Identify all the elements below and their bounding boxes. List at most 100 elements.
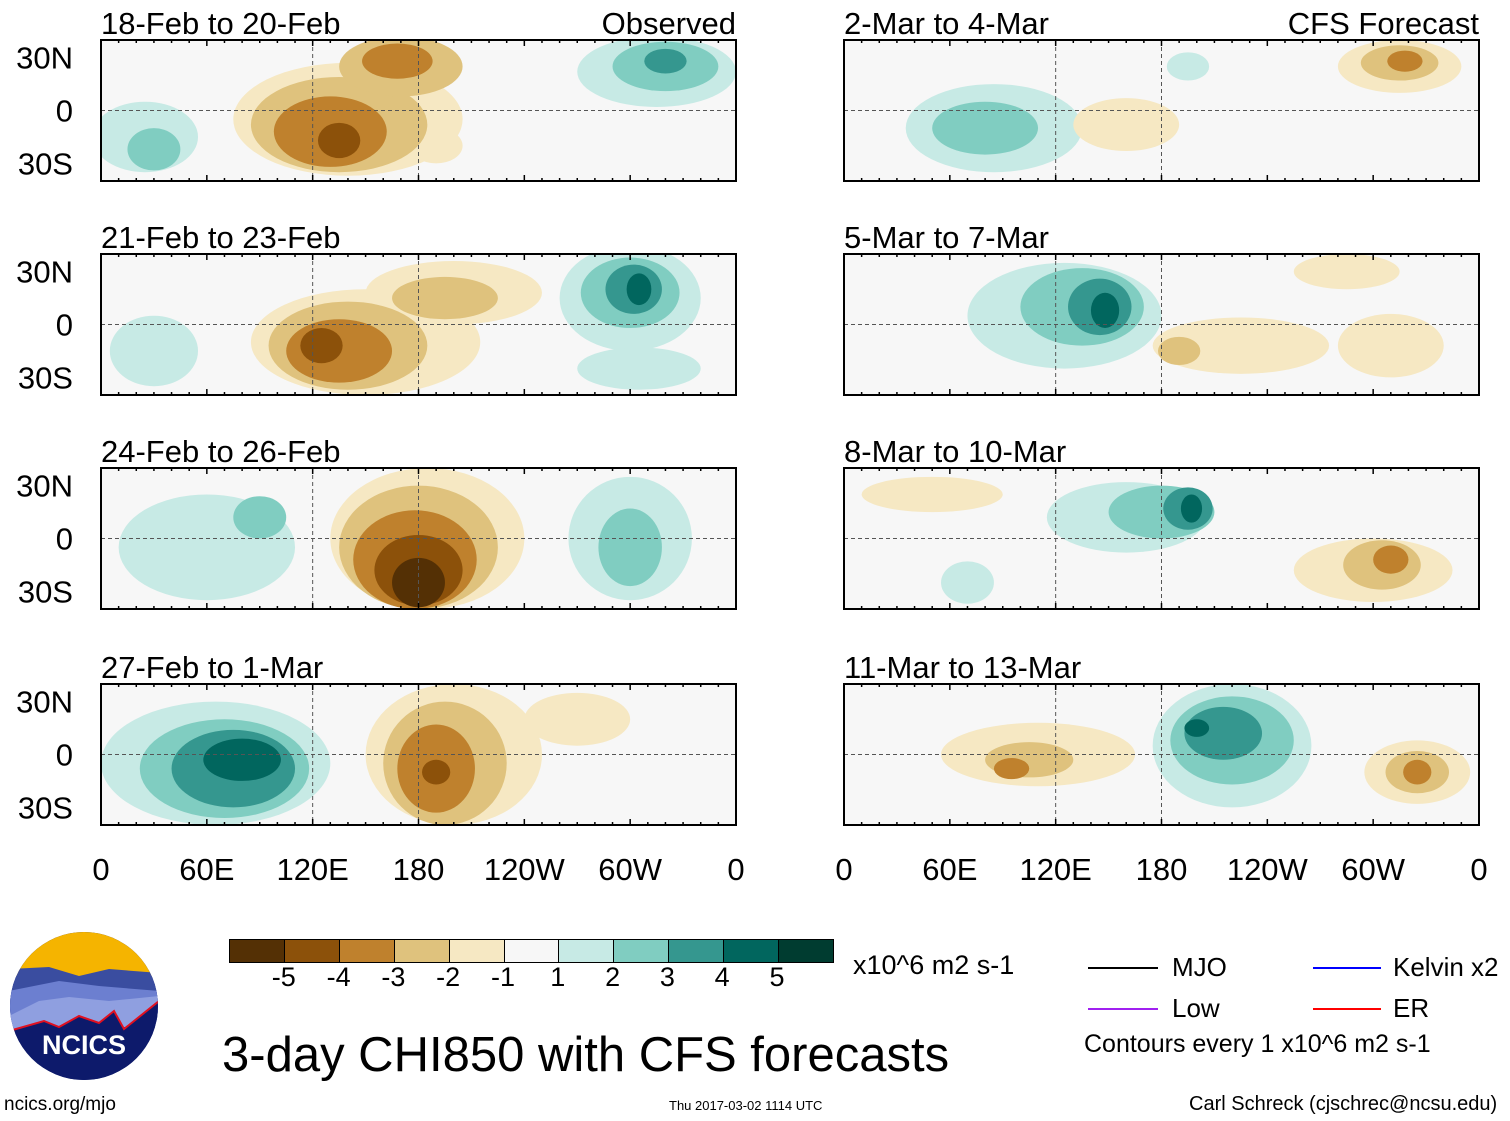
anomaly-region <box>932 101 1039 155</box>
lat-tick-label: 30S <box>18 790 73 825</box>
lon-tick-label: 0 <box>727 852 744 887</box>
legend-line-er <box>1313 1007 1381 1010</box>
logo-text: NCICS <box>42 1030 126 1060</box>
panel-title: 21-Feb to 23-Feb <box>101 220 341 255</box>
legend-mjo: MJO <box>1088 952 1227 983</box>
anomaly-region <box>422 759 451 785</box>
panel-title: 27-Feb to 1-Mar <box>101 650 323 685</box>
anomaly-region <box>644 48 687 74</box>
main-title: 3-day CHI850 with CFS forecasts <box>222 1028 950 1082</box>
colorbar-label: 3 <box>659 962 675 992</box>
lon-tick-label: 0 <box>1470 852 1487 887</box>
anomaly-region <box>626 273 652 306</box>
colorbar-label: 4 <box>714 962 730 992</box>
anomaly-region <box>993 758 1030 780</box>
anomaly-region <box>1166 52 1210 81</box>
lon-tick-label: 120W <box>1227 852 1309 887</box>
colorbar-swatch <box>449 940 505 962</box>
colorbar-label: -5 <box>271 962 296 992</box>
anomaly-region <box>577 347 701 390</box>
map-panels: 18-Feb to 20-Feb Observed 30N 0 30S 21-Feb to… <box>16 6 1488 887</box>
legend-label: Low <box>1172 993 1220 1023</box>
panel-title: 8-Mar to 10-Mar <box>844 434 1066 469</box>
lon-tick-label: 120E <box>276 852 348 887</box>
anomaly-region <box>233 496 287 539</box>
lon-tick-label: 0 <box>835 852 852 887</box>
panel-title: 11-Mar to 13-Mar <box>844 650 1081 685</box>
ncics-link[interactable]: ncics.org/mjo <box>4 1094 116 1115</box>
anomaly-region <box>362 43 433 79</box>
lon-tick-label: 120W <box>484 852 566 887</box>
map-panel: 21-Feb to 23-Feb 30N 0 30S <box>16 220 737 396</box>
colorbar-label: -4 <box>326 962 351 992</box>
map-panel: 18-Feb to 20-Feb Observed 30N 0 30S <box>16 6 737 182</box>
map-panel: 2-Mar to 4-Mar CFS Forecast <box>843 6 1480 182</box>
colorbar-swatch <box>614 940 670 962</box>
lon-tick-label: 60E <box>922 852 977 887</box>
lat-tick-label: 30N <box>16 469 73 504</box>
panel-title: 24-Feb to 26-Feb <box>101 434 341 469</box>
colorbar-swatch <box>779 940 833 962</box>
anomaly-region <box>1157 336 1201 366</box>
colorbar-label: 5 <box>769 962 785 992</box>
lat-tick-label: 30S <box>18 360 73 395</box>
panel-title: 5-Mar to 7-Mar <box>844 220 1049 255</box>
legend-label: Kelvin x2 <box>1393 952 1499 982</box>
lat-tick-label: 30S <box>18 146 73 181</box>
contours-note: Contours every 1 x10^6 m2 s-1 <box>1084 1030 1431 1058</box>
anomaly-region <box>1184 706 1263 760</box>
colorbar-swatch <box>724 940 780 962</box>
map-panel: 5-Mar to 7-Mar <box>843 220 1480 396</box>
lat-tick-label: 0 <box>56 738 73 773</box>
anomaly-region <box>300 328 343 364</box>
colorbar-swatch <box>339 940 395 962</box>
colorbar <box>229 939 834 963</box>
lat-tick-label: 0 <box>56 308 73 343</box>
colorbar-label: 2 <box>605 962 621 992</box>
panel-title: 18-Feb to 20-Feb <box>101 6 341 41</box>
colorbar-swatch <box>230 940 285 962</box>
legend-line-kelvin <box>1313 966 1381 969</box>
timestamp: Thu 2017-03-02 1114 UTC <box>669 1098 823 1113</box>
anomaly-region <box>1180 494 1203 523</box>
anomaly-region <box>1373 545 1409 574</box>
lon-tick-label: 120E <box>1019 852 1091 887</box>
map-panel: 11-Mar to 13-Mar 0 60E 120E 180 120W 60W 0 <box>835 650 1487 887</box>
lon-tick-label: 180 <box>393 852 445 887</box>
anomaly-region <box>1152 317 1330 374</box>
anomaly-region <box>127 128 181 171</box>
colorbar-label: -3 <box>381 962 406 992</box>
anomaly-region <box>524 692 631 746</box>
anomaly-region <box>861 476 1003 513</box>
colorbar-swatch <box>504 940 560 962</box>
anomaly-region <box>392 276 498 320</box>
legend-kelvin: Kelvin x2 <box>1313 952 1499 983</box>
lon-tick-label: 60W <box>598 852 662 887</box>
colorbar-swatch <box>559 940 615 962</box>
colorbar-swatch <box>284 940 340 962</box>
legend-er: ER <box>1313 993 1429 1024</box>
anomaly-region <box>1337 313 1444 378</box>
anomaly-region <box>1090 292 1120 329</box>
map-panel: 27-Feb to 1-Mar 30N 0 30S 0 60E 120E 180 120W 60W… <box>16 650 745 887</box>
anomaly-region <box>941 561 994 604</box>
lat-tick-label: 30S <box>18 574 73 609</box>
legend-line-low <box>1088 1007 1158 1010</box>
panel-tag: Observed <box>602 6 736 41</box>
colorbar-label: -2 <box>436 962 461 992</box>
anomaly-region <box>109 315 199 387</box>
panel-title: 2-Mar to 4-Mar <box>844 6 1049 41</box>
panel-tag: CFS Forecast <box>1288 6 1480 41</box>
anomaly-region <box>203 738 281 781</box>
anomaly-region <box>1293 254 1400 290</box>
anomaly-region <box>598 508 662 587</box>
anomaly-region <box>1073 98 1180 152</box>
author-credit: Carl Schreck (cjschrec@ncsu.edu) <box>1189 1093 1498 1115</box>
colorbar-units: x10^6 m2 s-1 <box>853 950 1015 980</box>
lon-tick-label: 60W <box>1341 852 1405 887</box>
colorbar-swatch <box>669 940 725 962</box>
anomaly-region <box>1184 719 1210 737</box>
colorbar-label: 1 <box>550 962 566 992</box>
anomaly-region <box>1387 50 1423 72</box>
colorbar-swatch <box>394 940 450 962</box>
